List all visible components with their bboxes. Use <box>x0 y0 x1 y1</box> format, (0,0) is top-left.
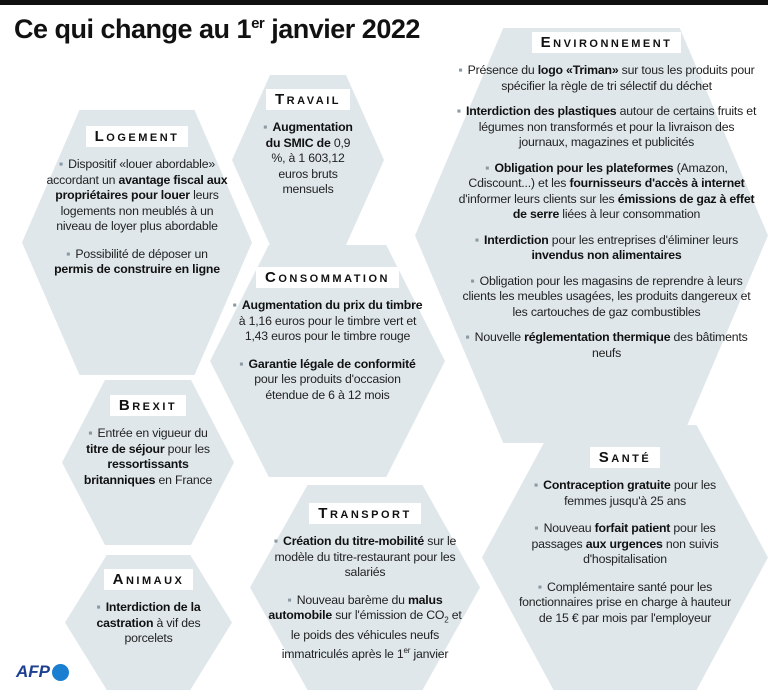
text-run: Contraception gratuite <box>543 478 671 492</box>
text-run: sur le modèle du titre-restaurant pour l… <box>274 534 457 579</box>
text-run: 0,9 %, à 1 603,12 euros bruts mensuels <box>271 135 351 197</box>
section-item: Obligation pour les magasins de reprendr… <box>455 274 758 321</box>
section-item: Interdiction des plastiques autour de ce… <box>455 104 758 151</box>
text-run: Obligation pour les plateformes <box>494 160 674 175</box>
top-bar <box>0 0 768 5</box>
text-run: Augmentation du SMIC de <box>265 120 353 150</box>
section-hexagon: Logement Dispositif «louer abordable» acc… <box>22 110 252 375</box>
text-run: (Amazon, Cdiscount...) et les <box>468 160 728 191</box>
text-run: Interdiction des plastiques <box>465 104 617 118</box>
text-run: Augmentation du prix du timbre <box>241 298 423 312</box>
section-item: Interdiction pour les entreprises d'élim… <box>455 233 758 264</box>
text-run: à vif des porcelets <box>124 615 201 646</box>
logo-dot <box>52 663 69 681</box>
text-run: er <box>251 15 265 32</box>
section-item: Possibilité de déposer un permis de cons… <box>46 247 228 278</box>
section-item: Augmentation du prix du timbre à 1,16 eu… <box>232 298 423 345</box>
text-run: pour les femmes jusqu'à 25 ans <box>564 478 716 508</box>
text-run: émissions de gaz à effet de serre <box>512 191 755 222</box>
text-run: Présence du <box>467 63 538 77</box>
section-item: Augmentation du SMIC de 0,9 %, à 1 603,1… <box>258 120 358 198</box>
text-run: 2 <box>444 615 449 625</box>
text-run: Interdiction de la castration <box>96 600 201 630</box>
text-run: pour les entreprises d'éliminer leurs <box>548 232 739 247</box>
text-run: à 1,16 euros pour le timbre vert et 1,43… <box>238 313 417 344</box>
text-run: Nouveau <box>543 521 595 535</box>
section-heading: Environnement <box>531 32 682 53</box>
text-run: sur tous les produits pour spécifier la … <box>501 63 755 93</box>
text-run: non suivis d'hospitalisation <box>583 536 719 567</box>
text-run: avantage fiscal aux propriétaires pour l… <box>55 172 228 203</box>
text-run: aux urgences <box>585 536 663 551</box>
section-item: Garantie légale de conformité pour les p… <box>232 357 423 404</box>
text-run: Complémentaire santé pour les fonctionna… <box>518 579 732 625</box>
section-hexagon: Transport Création du titre-mobilité sur … <box>250 485 480 690</box>
section-heading: Transport <box>309 503 421 524</box>
text-run: Ce qui change au 1 <box>14 14 252 44</box>
text-run: titre de séjour <box>86 441 165 456</box>
text-run: invendus non alimentaires <box>531 248 682 262</box>
text-run: Nouvelle <box>474 330 525 344</box>
section-heading: Santé <box>589 447 661 468</box>
section-hexagon: Animaux Interdiction de la castration à v… <box>65 555 232 690</box>
text-run: logo «Triman» <box>537 63 619 77</box>
text-run: er <box>403 646 411 656</box>
text-run: Création du titre-mobilité <box>283 534 425 548</box>
section-hexagon: Environnement Présence du logo «Triman» s… <box>415 28 768 443</box>
section-item: Complémentaire santé pour les fonctionna… <box>516 580 734 627</box>
section-item: Obligation pour les plateformes (Amazon,… <box>455 161 758 223</box>
text-run: d'informer leurs clients sur les <box>458 191 618 206</box>
text-run: pour les <box>164 441 210 456</box>
section-item: Entrée en vigueur du titre de séjour pou… <box>76 426 220 488</box>
section-heading: Brexit <box>109 395 187 416</box>
section-heading: Travail <box>266 89 350 110</box>
text-run: pour les produits d'occasion étendue de … <box>254 372 401 402</box>
section-item: Interdiction de la castration à vif des … <box>83 600 214 647</box>
section-item: Création du titre-mobilité sur le modèle… <box>268 534 462 581</box>
title: Ce qui change au 1er janvier 2022 <box>14 14 420 45</box>
text-run: Garantie légale de conformité <box>248 356 416 371</box>
text-run: janvier <box>410 647 449 662</box>
text-run: ressortissants britanniques <box>83 457 189 487</box>
text-run: sur l'émission de CO <box>331 608 445 622</box>
text-run: forfait patient <box>594 521 671 535</box>
text-run: janvier 2022 <box>264 14 420 44</box>
section-item: Nouveau forfait patient pour les passage… <box>516 521 734 568</box>
text-run: permis de construire en ligne <box>54 262 220 276</box>
text-run: malus automobile <box>268 592 443 623</box>
section-hexagon: Travail Augmentation du SMIC de 0,9 %, à … <box>232 75 384 245</box>
text-run: Possibilité de déposer un <box>75 246 208 261</box>
section-item: Contraception gratuite pour les femmes j… <box>516 478 734 509</box>
text-run: Interdiction <box>484 232 549 247</box>
text-run: liées à leur consommation <box>559 207 701 221</box>
section-item: Nouvelle réglementation thermique des bâ… <box>455 330 758 361</box>
text-run: des bâtiments neufs <box>591 330 748 360</box>
section-item: Présence du logo «Triman» sur tous les p… <box>455 63 758 94</box>
text-run: leurs logements non meublés à un niveau … <box>56 188 219 233</box>
logo: AFP <box>16 662 69 682</box>
section-heading: Animaux <box>103 569 194 590</box>
text-run: fournisseurs d'accès à internet <box>569 176 745 190</box>
text-run: Dispositif «louer abordable» accordant u… <box>46 157 216 187</box>
text-run: Obligation pour les magasins de reprendr… <box>462 273 751 319</box>
section-item: Nouveau barème du malus automobile sur l… <box>268 593 462 664</box>
logo-text: AFP <box>16 662 50 681</box>
text-run: pour les passages <box>531 521 716 551</box>
text-run: Nouveau barème du <box>296 592 408 607</box>
section-item: Dispositif «louer abordable» accordant u… <box>46 157 228 235</box>
text-run: en France <box>155 472 213 487</box>
section-heading: Logement <box>85 126 189 147</box>
section-heading: Consommation <box>256 267 399 288</box>
section-hexagon: Consommation Augmentation du prix du timb… <box>210 245 445 477</box>
text-run: et le poids des véhicules neufs immatric… <box>281 608 462 662</box>
text-run: autour de certains fruits et légumes non… <box>478 104 757 149</box>
section-hexagon: Brexit Entrée en vigueur du titre de séjo… <box>62 380 234 545</box>
text-run: Entrée en vigueur du <box>97 426 208 440</box>
section-hexagon: Santé Contraception gratuite pour les fem… <box>482 425 768 690</box>
text-run: réglementation thermique <box>524 330 671 344</box>
